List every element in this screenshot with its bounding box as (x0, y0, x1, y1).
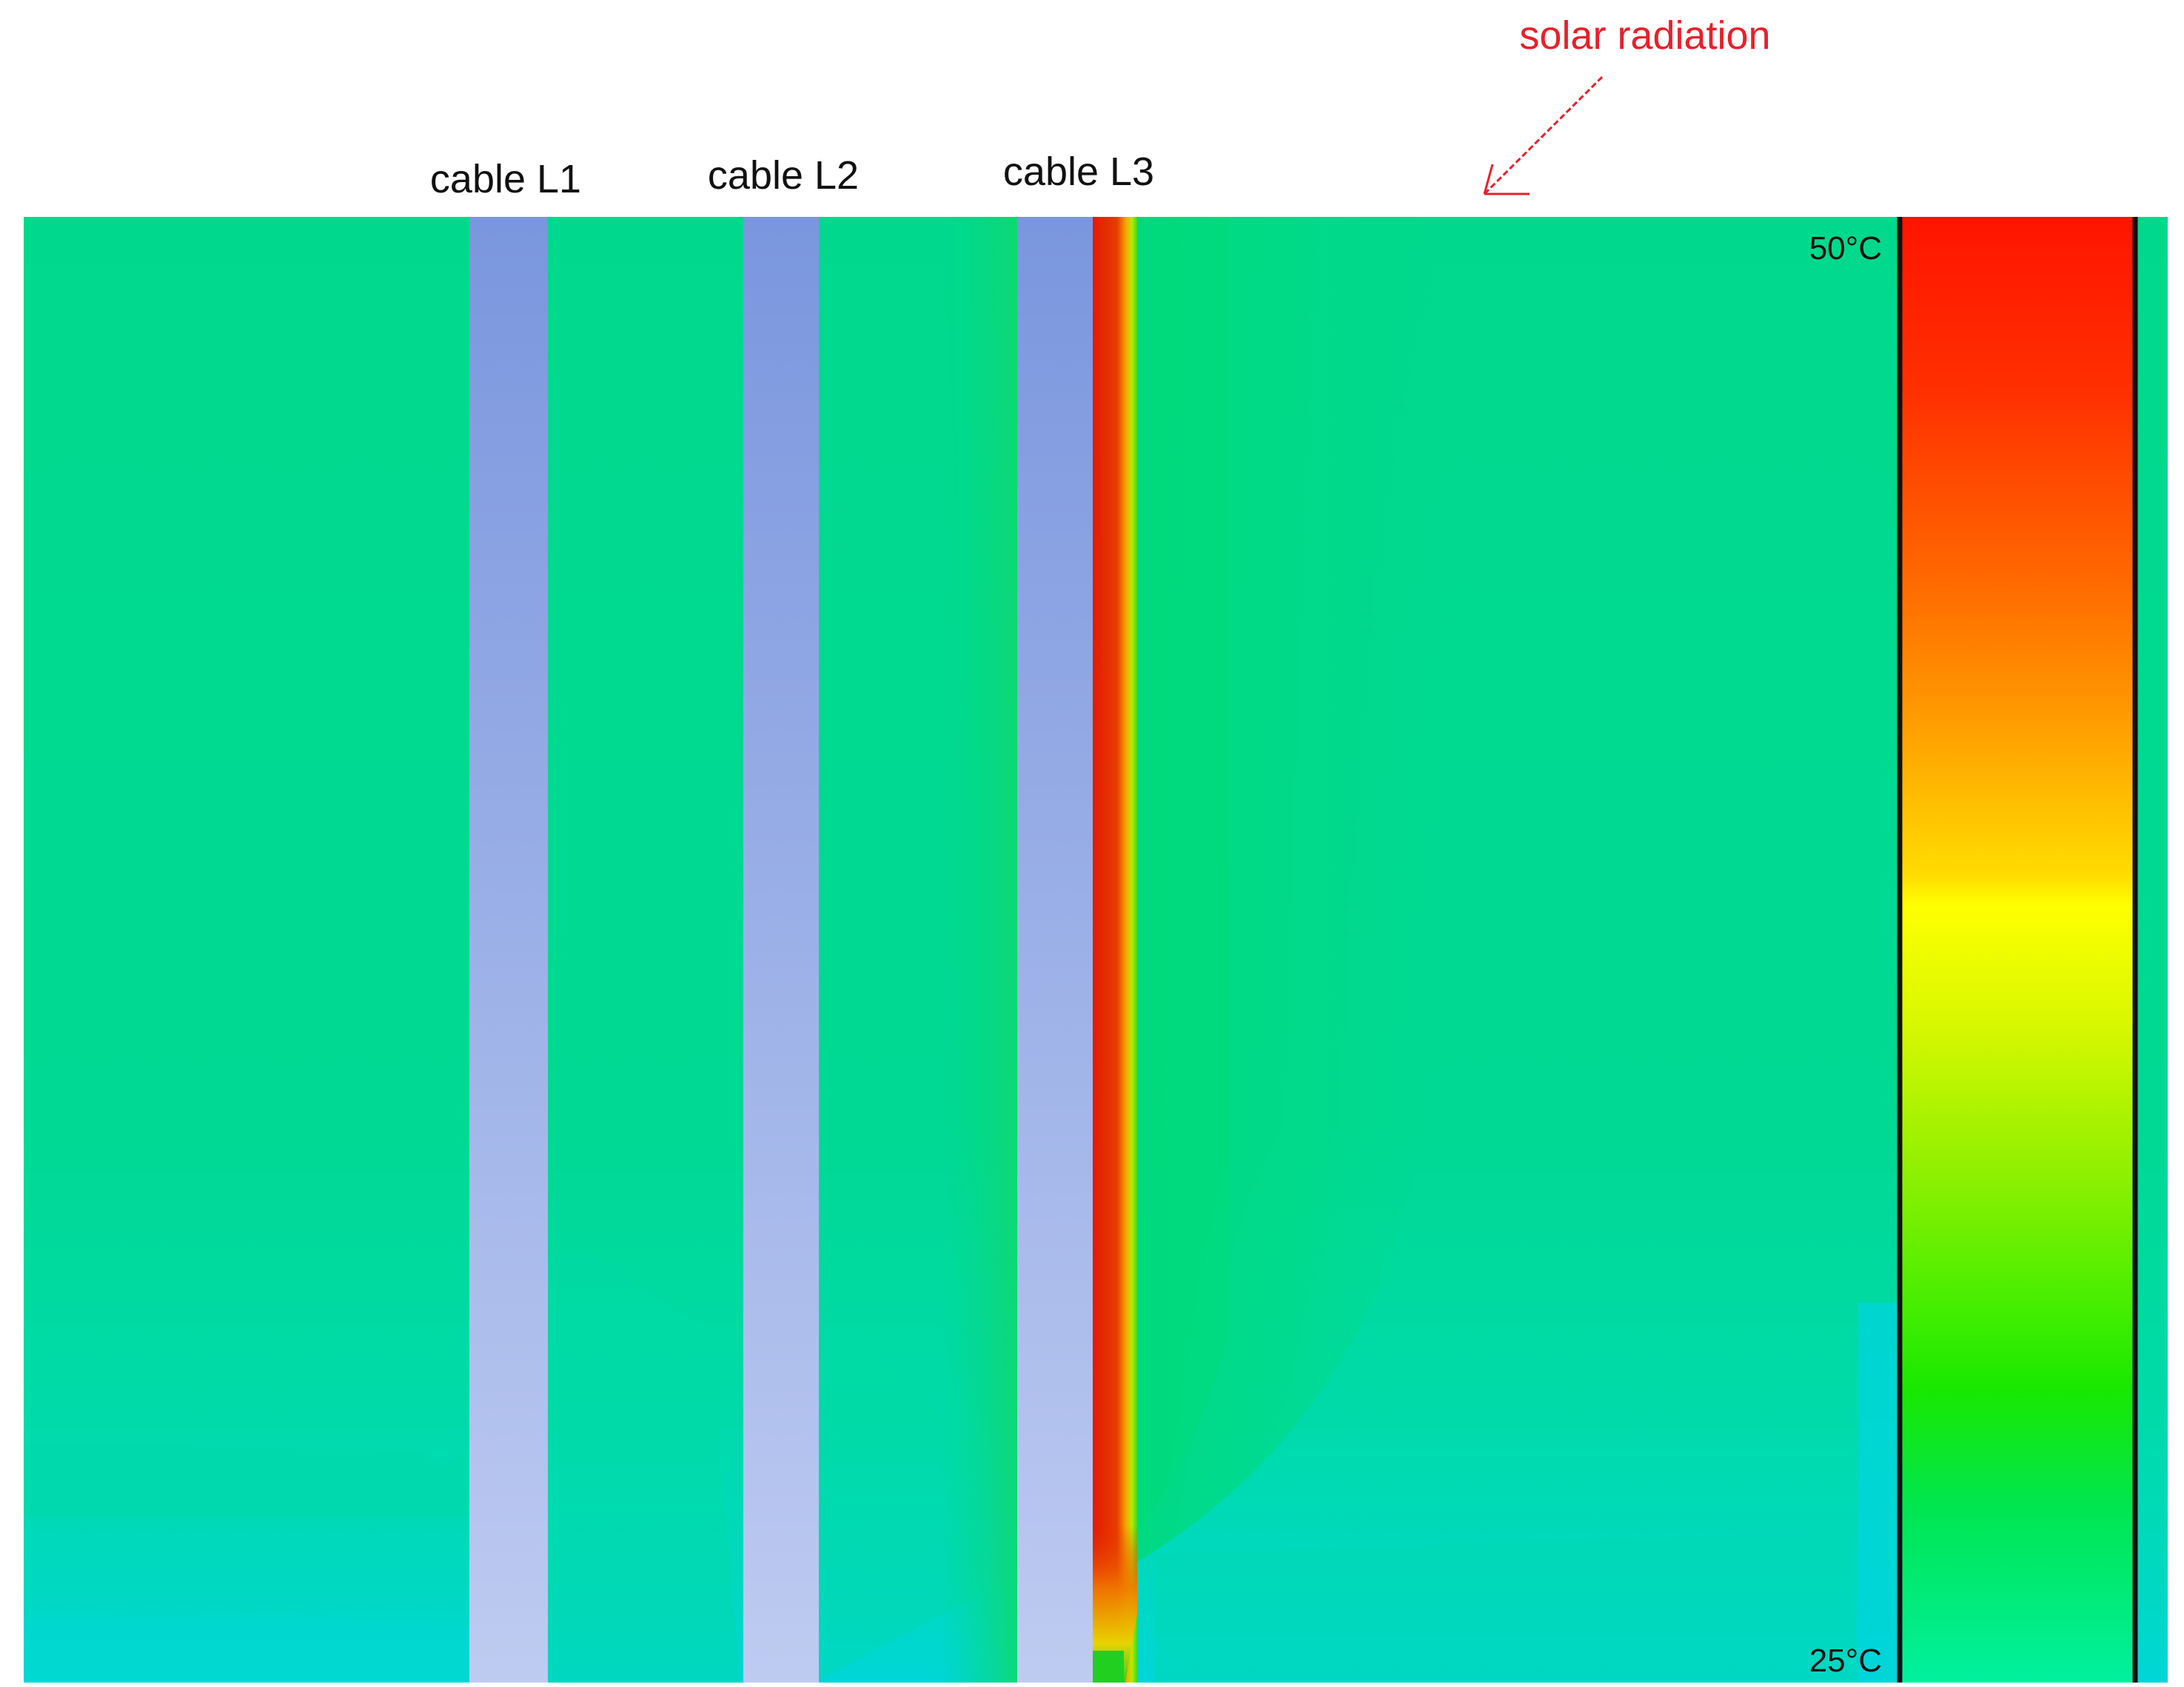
colorbar-max-label: 50°C (1809, 230, 1882, 266)
cable-l2-strip (743, 217, 819, 1683)
hot-surface-layer (1093, 217, 1137, 1683)
temperature-colorbar (1897, 217, 2138, 1683)
solar-radiation-label: solar radiation (1519, 13, 1770, 58)
cable-l2-label: cable L2 (708, 153, 859, 198)
solar-radiation-arrow (1483, 76, 1604, 195)
cable-l1-strip (469, 217, 548, 1683)
cable-l3-label: cable L3 (1003, 150, 1154, 194)
colorbar-min-label: 25°C (1809, 1643, 1882, 1679)
cable-l1-label: cable L1 (430, 157, 581, 201)
cable-l3-strip (1017, 217, 1093, 1683)
